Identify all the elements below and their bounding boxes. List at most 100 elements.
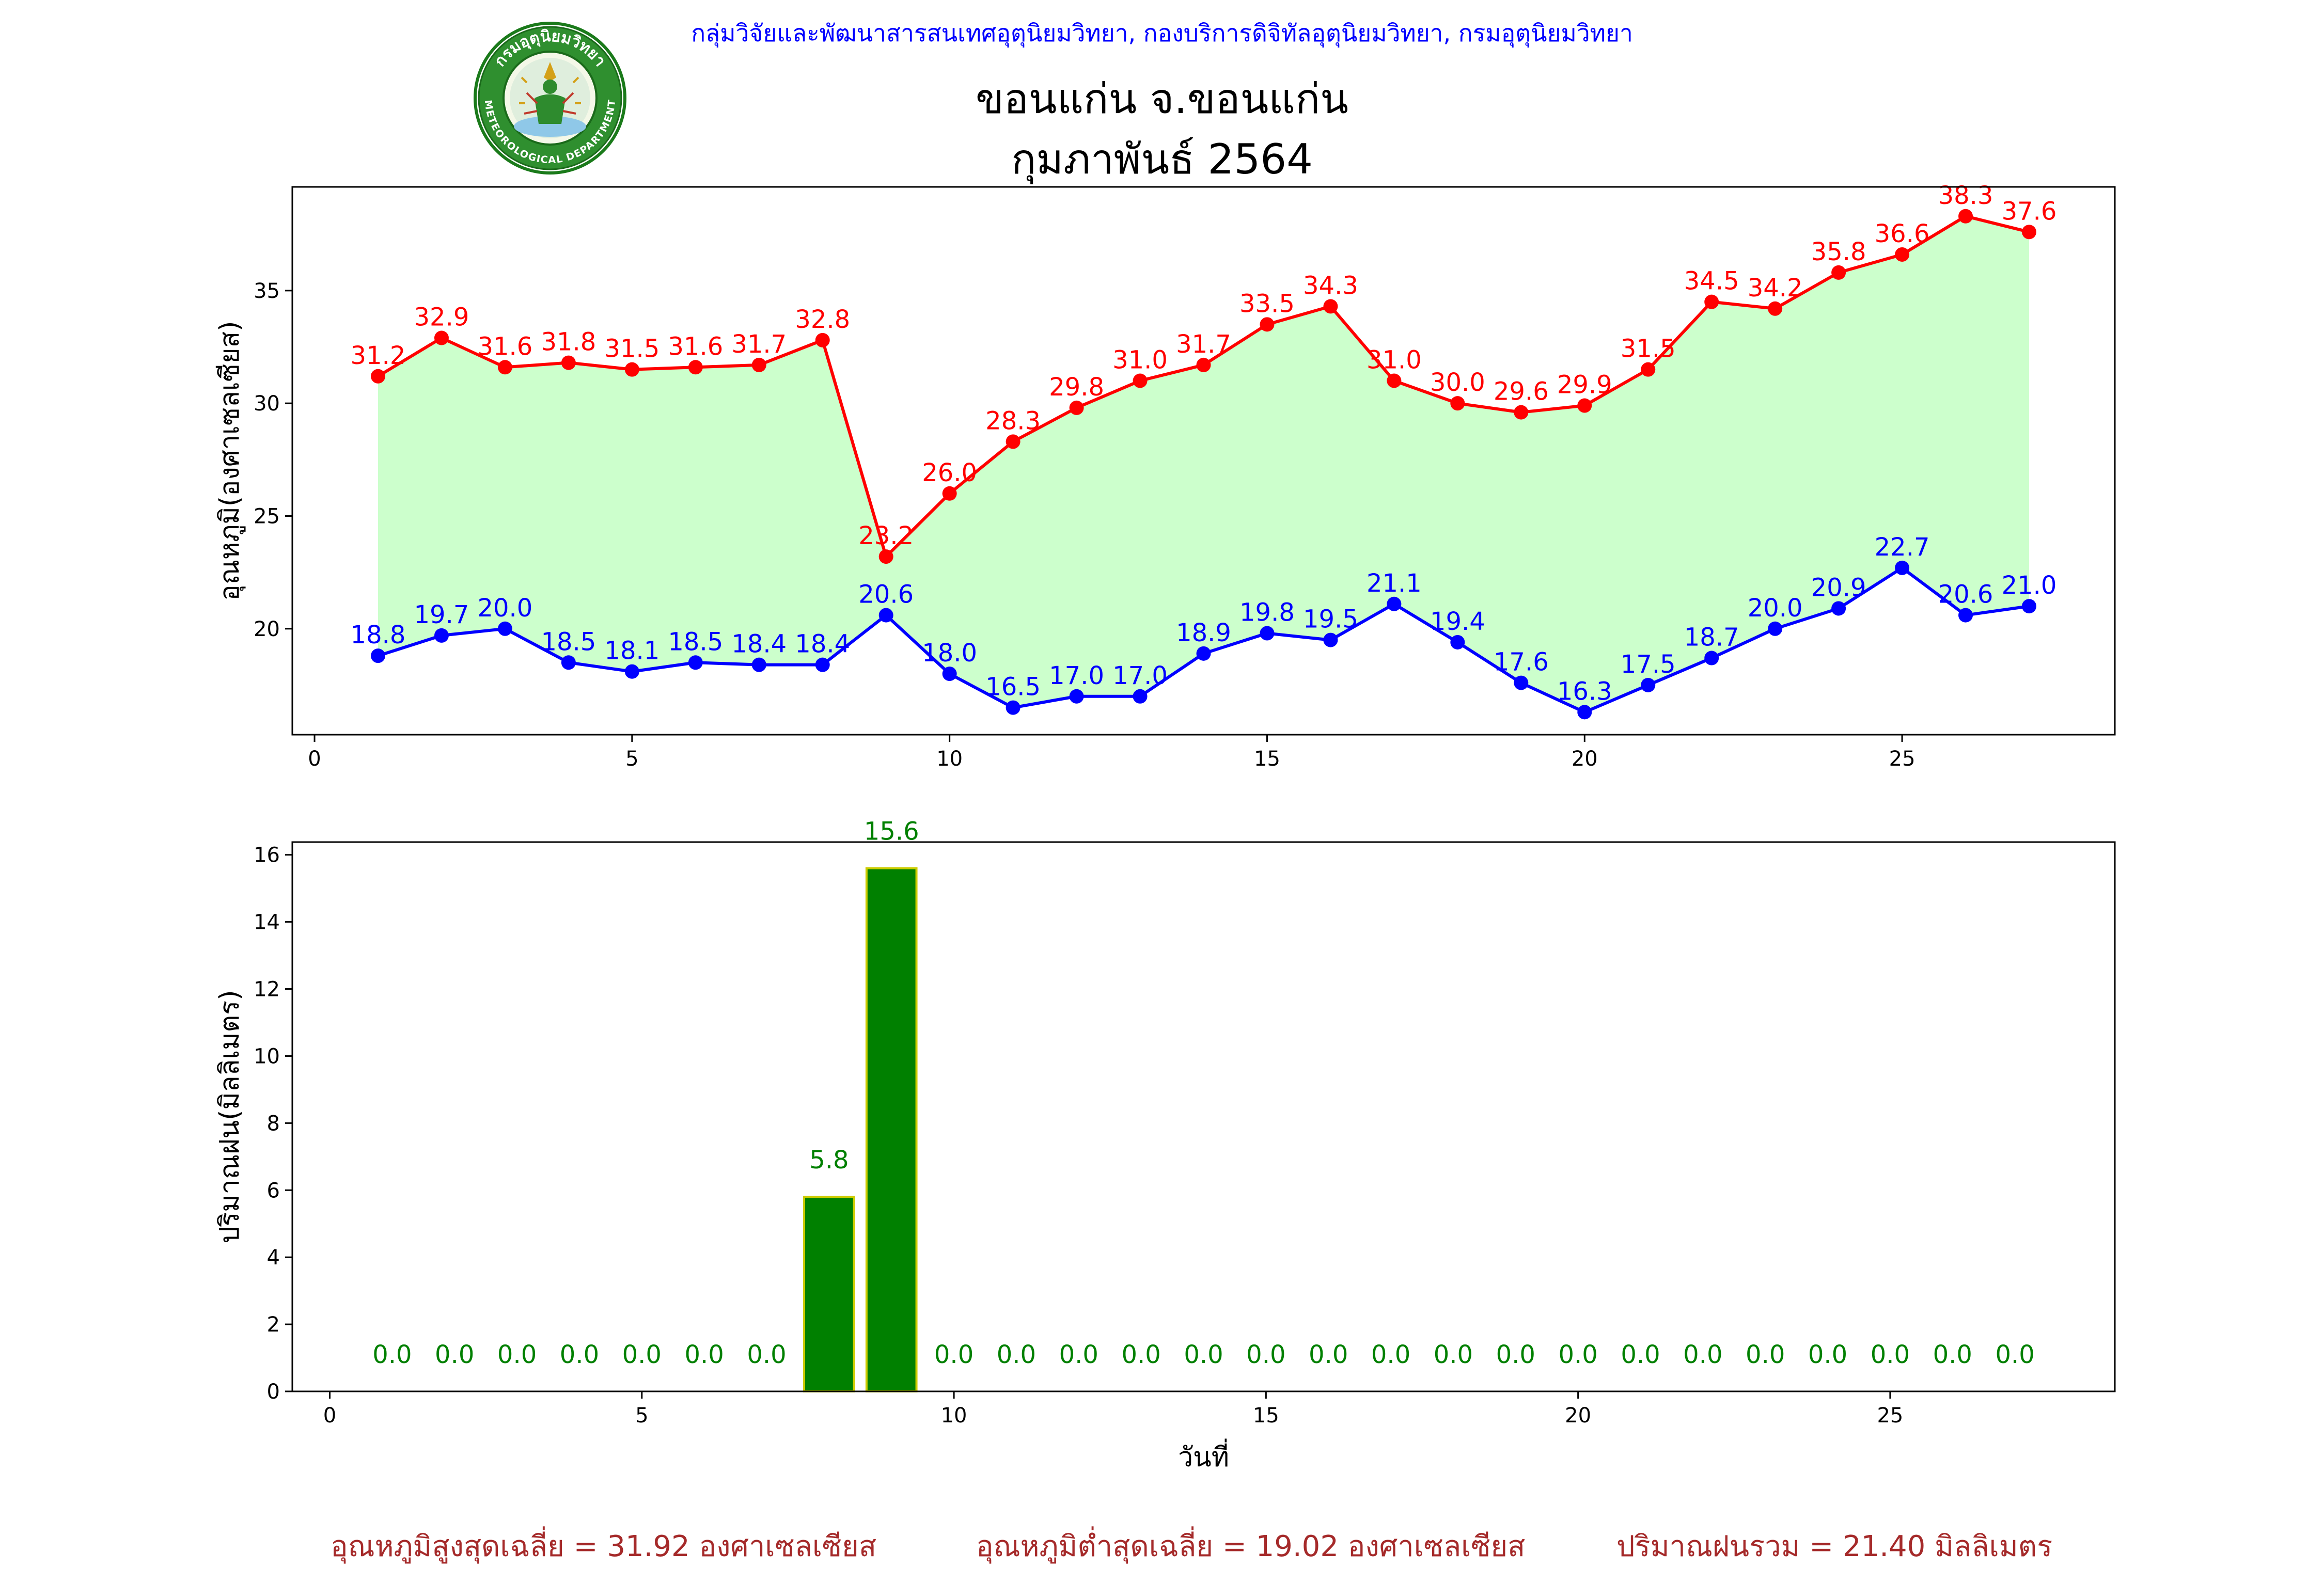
temp-y-tick-label: 35 [254,279,280,303]
max-temp-point [1577,398,1592,413]
max-temp-point [1006,434,1020,449]
max-temp-point [815,332,830,347]
min-temp-point [1641,677,1656,692]
rain-x-tick-label: 10 [941,1404,967,1428]
min-temp-label: 19.5 [1303,605,1358,634]
temperature-chart: 31.2 32.9 31.6 31.8 31.5 31.6 31.7 32.8 23.2 26.0… [214,181,2116,771]
min-temp-label: 22.7 [1875,533,1930,562]
max-temp-label: 31.7 [731,330,787,359]
footer-avg-min-temp: อุณหภูมิต่ำสุดเฉลี่ย = 19.02 องศาเซลเซีย… [976,1530,1526,1563]
max-temp-label: 34.3 [1303,271,1358,300]
min-temp-point [624,664,639,679]
max-temp-label: 29.8 [1049,373,1104,402]
max-temp-point [1831,265,1846,280]
min-temp-point [815,657,830,672]
min-temp-label: 18.7 [1684,623,1739,652]
min-temp-point [751,657,766,672]
temperature-y-axis-label: อุณหภูมิ(องศาเซลเซียส) [214,321,246,601]
min-temp-label: 20.6 [1938,580,1993,609]
min-temp-point [1958,608,1973,623]
max-temp-label: 31.6 [668,332,723,361]
min-temp-point [2022,599,2037,614]
min-temp-point [434,628,449,643]
rain-bar-label: 0.0 [1746,1340,1785,1369]
max-temp-label: 34.2 [1748,274,1803,303]
rain-bar-label: 15.6 [864,817,919,846]
min-temp-point [1831,601,1846,616]
temp-x-tick-label: 5 [625,747,638,771]
chart-title-station: ขอนแก่น จ.ขอนแก่น [976,75,1348,123]
rainfall-x-axis-label: วันที่ [1178,1438,1229,1473]
rain-bar-label: 0.0 [372,1340,412,1369]
min-temp-point [688,655,703,670]
min-temp-label: 17.5 [1621,650,1676,679]
min-temp-point [1260,626,1275,641]
rain-bar-label: 0.0 [997,1340,1036,1369]
max-temp-point [1768,301,1783,316]
max-temp-point [1133,373,1148,388]
rain-bar-label: 5.8 [809,1146,849,1175]
max-temp-point [688,360,703,375]
rain-bar-label: 0.0 [1121,1340,1160,1369]
rainfall-y-axis-label: ปริมาณฝน(มิลลิเมตร) [214,990,245,1243]
min-temp-point [370,648,385,663]
footer-total-rainfall: ปริมาณฝนรวม = 21.40 มิลลิเมตร [1616,1530,2053,1563]
rain-bar-label: 0.0 [1434,1340,1473,1369]
rain-bar-label: 0.0 [1059,1340,1098,1369]
rain-bar-label: 0.0 [1683,1340,1722,1369]
rain-x-tick-label: 15 [1253,1404,1279,1428]
max-temp-point [497,360,512,375]
max-temp-label: 31.5 [604,335,659,363]
rain-x-tick-label: 20 [1565,1404,1591,1428]
rain-y-tick-label: 10 [254,1044,280,1068]
max-temp-point [1641,362,1656,377]
min-temp-point [878,608,893,623]
max-temp-label: 36.6 [1875,219,1930,248]
rain-y-tick-label: 14 [254,911,280,934]
max-temp-point [561,355,576,370]
min-temp-point [1387,596,1402,611]
min-temp-label: 17.0 [1049,661,1104,690]
min-temp-point [1895,560,1910,575]
rain-bar-label: 0.0 [1995,1340,2034,1369]
max-temp-label: 29.6 [1494,377,1549,406]
min-temp-label: 18.4 [731,630,787,659]
max-temp-label: 32.8 [795,305,850,334]
rain-bar-label: 0.0 [622,1340,662,1369]
max-temp-point [942,486,957,501]
max-temp-label: 34.5 [1684,267,1739,296]
rain-y-tick-label: 12 [254,978,280,1002]
min-temp-label: 21.0 [2002,571,2057,600]
min-temp-point [1768,621,1783,636]
max-temp-label: 31.5 [1621,335,1676,363]
min-temp-label: 19.7 [414,600,469,629]
max-temp-point [1196,357,1211,372]
max-temp-label: 32.9 [414,303,469,332]
rain-y-tick-label: 0 [267,1380,280,1404]
max-temp-label: 31.7 [1176,330,1231,359]
rain-bar-label: 0.0 [1871,1340,1910,1369]
rain-bar-label: 0.0 [1933,1340,1972,1369]
meteorological-department-logo: กรมอุตุนิยมวิทยา METEOROLOGICAL DEPARTME… [474,22,626,175]
chart-title-month: กุมภาพันธ์ 2564 [1011,135,1313,183]
rain-bar-label: 0.0 [747,1340,786,1369]
min-temp-label: 20.0 [477,594,532,623]
min-temp-point [942,667,957,682]
max-temp-label: 31.6 [477,332,532,361]
rain-y-tick-label: 8 [267,1112,280,1135]
min-temp-point [1450,635,1465,649]
min-temp-point [497,621,512,636]
rain-bar-label: 0.0 [1496,1340,1535,1369]
rain-x-tick-label: 0 [323,1404,336,1428]
min-temp-label: 16.3 [1557,677,1612,706]
min-temp-label: 18.8 [351,621,406,649]
rainfall-chart: 0.0 0.0 0.0 0.0 0.0 0.0 0.0 5.8 15.6 0.0 0.0 0.0 0.0… [214,817,2116,1473]
max-temp-label: 28.3 [985,406,1041,435]
temperature-range-fill [378,216,2030,712]
min-temp-label: 18.1 [604,637,659,665]
rain-bar [803,1196,855,1392]
min-temp-point [1514,675,1529,690]
temperature-plot-frame [291,186,2116,736]
min-temp-label: 17.0 [1112,661,1168,690]
